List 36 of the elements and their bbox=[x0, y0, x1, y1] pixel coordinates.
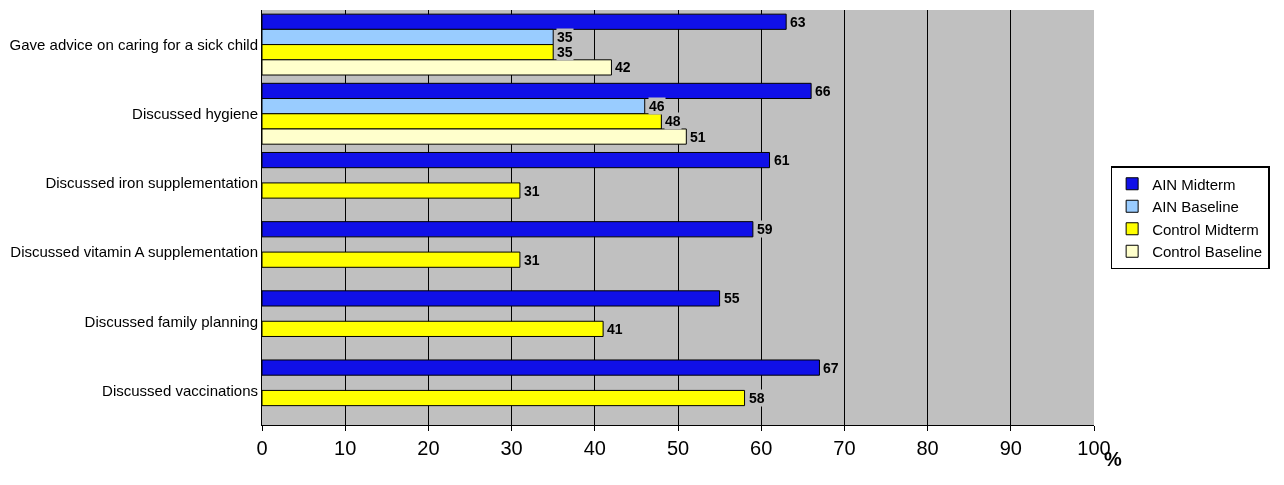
legend-label: AIN Midterm bbox=[1152, 175, 1236, 193]
y-tick-label: Discussed vaccinations bbox=[102, 381, 258, 399]
data-label: 35 bbox=[557, 29, 573, 45]
x-tick-label: 80 bbox=[916, 437, 939, 459]
y-tick-label: Discussed family planning bbox=[84, 312, 258, 330]
data-label: 51 bbox=[690, 129, 706, 145]
x-tick-label: 60 bbox=[750, 437, 773, 459]
legend-label: Control Midterm bbox=[1152, 220, 1259, 238]
data-label: 58 bbox=[749, 390, 765, 406]
data-label: 67 bbox=[823, 360, 839, 376]
data-label: 41 bbox=[607, 321, 623, 337]
y-tick-label: Discussed vitamin A supplementation bbox=[10, 243, 258, 261]
data-label: 48 bbox=[665, 113, 681, 129]
legend-label: AIN Baseline bbox=[1152, 198, 1239, 216]
y-tick-label: Discussed hygiene bbox=[132, 105, 258, 122]
data-label: 31 bbox=[524, 183, 540, 199]
data-label: 61 bbox=[774, 152, 790, 168]
x-tick-label: 70 bbox=[833, 437, 856, 459]
data-label: 31 bbox=[524, 252, 540, 268]
y-tick-label: Discussed iron supplementation bbox=[45, 174, 258, 192]
y-tick-label: Gave advice on caring for a sick child bbox=[9, 35, 258, 53]
x-tick-label: 0 bbox=[256, 437, 268, 459]
legend-label: Control Baseline bbox=[1152, 243, 1263, 261]
data-label: 35 bbox=[557, 44, 573, 60]
x-tick-label: 40 bbox=[583, 437, 606, 459]
x-tick-label: 20 bbox=[417, 437, 440, 459]
x-tick-label: 50 bbox=[666, 437, 690, 459]
data-label: 66 bbox=[815, 83, 831, 99]
data-label: 46 bbox=[649, 98, 665, 114]
x-tick-label: 30 bbox=[500, 437, 523, 459]
data-label: 63 bbox=[790, 14, 806, 30]
x-tick-label: 10 bbox=[334, 437, 357, 459]
data-label: 59 bbox=[757, 221, 773, 237]
x-tick-label: 90 bbox=[999, 437, 1022, 459]
data-label: 55 bbox=[724, 290, 740, 306]
data-label: 42 bbox=[615, 59, 631, 75]
